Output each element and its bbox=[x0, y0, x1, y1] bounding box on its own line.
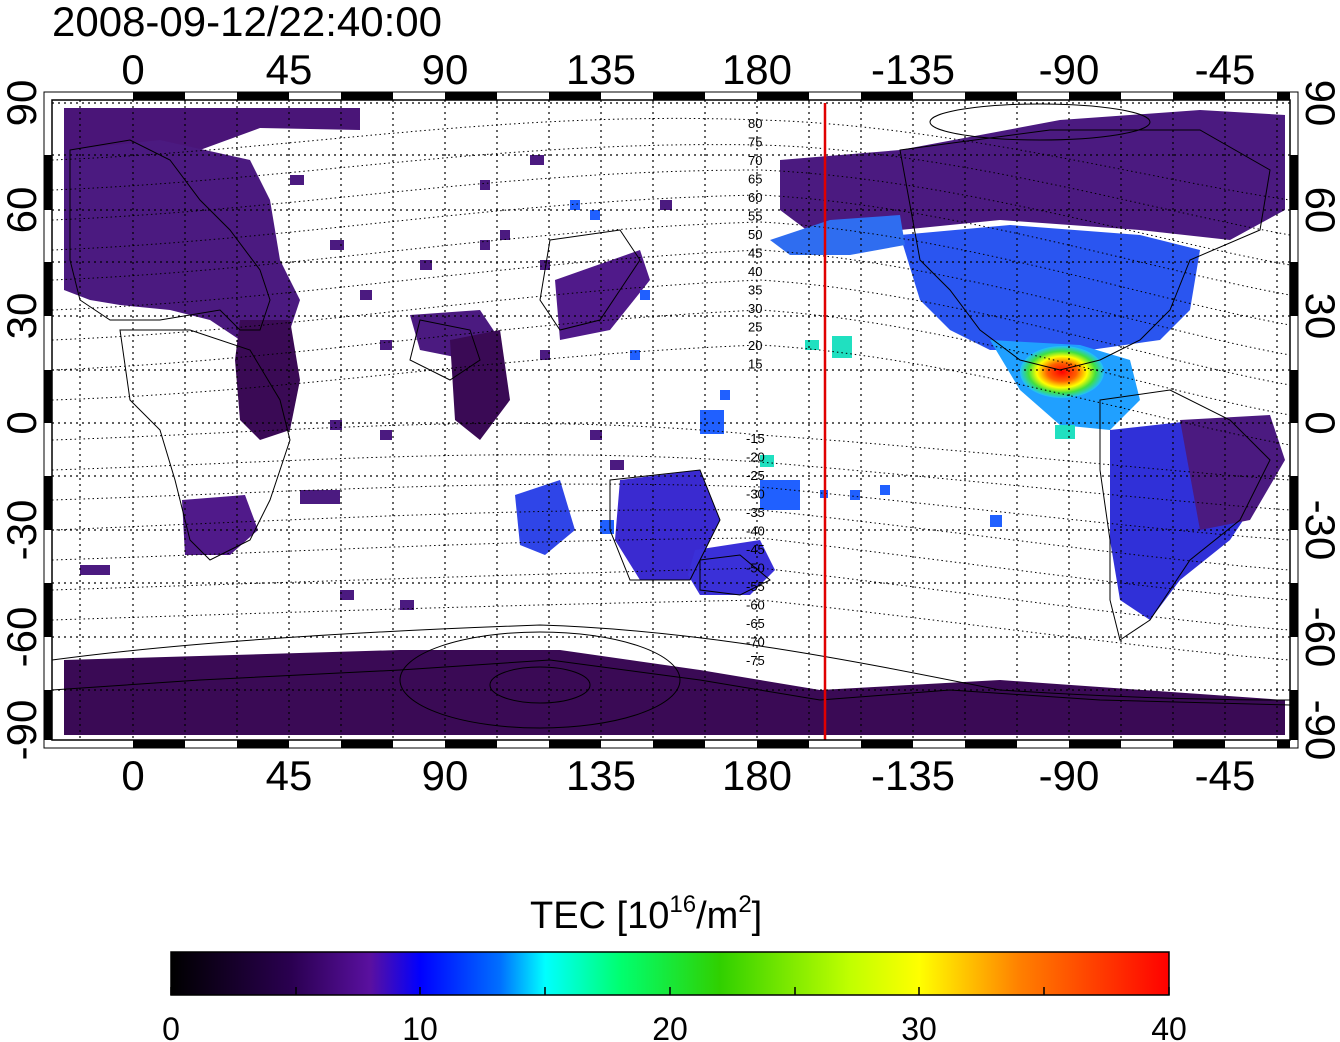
contour-label: -50 bbox=[746, 561, 765, 576]
tec-hotspot bbox=[1020, 346, 1104, 398]
contour-label: -60 bbox=[746, 598, 765, 613]
colorbar-tick-marks bbox=[170, 987, 1170, 995]
tec-region-pacific-islands bbox=[515, 480, 575, 555]
contour-label: 40 bbox=[748, 264, 762, 279]
contour-label: 45 bbox=[748, 246, 762, 261]
lon-tick-bottom: -45 bbox=[1195, 752, 1256, 799]
contour-label: 35 bbox=[748, 283, 762, 298]
lat-tick-right: -60 bbox=[1297, 607, 1340, 668]
lon-tick-top: -90 bbox=[1039, 46, 1100, 93]
lat-tick-left: -30 bbox=[0, 500, 45, 561]
tec-region-east-asia bbox=[555, 250, 650, 340]
lat-tick-right: -90 bbox=[1297, 700, 1340, 761]
colorbar: 0 10 20 30 40 bbox=[162, 951, 1187, 1042]
contour-label: -70 bbox=[746, 635, 765, 650]
contour-label: 70 bbox=[748, 153, 762, 168]
colorbar-tick-label: 20 bbox=[652, 1011, 688, 1042]
lat-tick-left: 30 bbox=[0, 293, 45, 340]
lon-axis-bottom: 0 45 90 135 180 -135 -90 -45 bbox=[121, 752, 1255, 799]
tec-region-canada bbox=[780, 110, 1285, 240]
map-panel: 80 75 70 65 60 55 50 45 40 35 30 25 20 15 -15 -20 -25 -3… bbox=[43, 91, 1299, 749]
tec-region-usa bbox=[900, 225, 1200, 350]
lon-tick-top: 135 bbox=[566, 46, 636, 93]
tec-region-arctic bbox=[64, 108, 360, 150]
contour-label: -15 bbox=[746, 431, 765, 446]
colorbar-title: TEC [1016/m2] bbox=[530, 891, 762, 937]
contour-label: 20 bbox=[748, 338, 762, 353]
lat-tick-left: 60 bbox=[0, 187, 45, 234]
contour-label: -45 bbox=[746, 542, 765, 557]
tec-region-south-africa bbox=[182, 495, 258, 555]
contour-label: -20 bbox=[746, 450, 765, 465]
lon-tick-top: 180 bbox=[722, 46, 792, 93]
contour-labels-north: 80 75 70 65 60 55 50 45 40 35 30 25 20 15 bbox=[748, 116, 762, 372]
map-title: 2008-09-12/22:40:00 bbox=[52, 0, 442, 45]
lat-tick-right: 60 bbox=[1297, 187, 1340, 234]
contour-labels-south: -15 -20 -25 -30 -35 -40 -45 -50 -55 -60 -65 -70 -75 bbox=[746, 431, 765, 668]
lon-tick-bottom: 180 bbox=[722, 752, 792, 799]
lon-tick-bottom: 90 bbox=[422, 752, 469, 799]
tec-region-south-america-east bbox=[1180, 415, 1285, 530]
contour-label: -30 bbox=[746, 487, 765, 502]
tec-region-australia bbox=[615, 470, 720, 580]
lon-tick-bottom: -90 bbox=[1039, 752, 1100, 799]
lat-tick-left: -60 bbox=[0, 607, 45, 668]
lon-axis-top: 0 45 90 135 180 -135 -90 -45 bbox=[121, 46, 1255, 93]
lon-tick-top: 45 bbox=[266, 46, 313, 93]
tec-region-maritime bbox=[450, 330, 510, 440]
tec-region-alaska-arc bbox=[770, 215, 905, 255]
lat-tick-left: 90 bbox=[0, 80, 45, 127]
lat-axis-left: 90 60 30 0 -30 -60 -90 bbox=[0, 80, 45, 761]
lat-tick-right: 90 bbox=[1297, 80, 1340, 127]
contour-label: 75 bbox=[748, 135, 762, 150]
contour-label: -55 bbox=[746, 579, 765, 594]
contour-label: 60 bbox=[748, 190, 762, 205]
contour-label: -65 bbox=[746, 616, 765, 631]
colorbar-tick-label: 0 bbox=[162, 1011, 180, 1042]
lon-tick-bottom: 45 bbox=[266, 752, 313, 799]
contour-label: 65 bbox=[748, 172, 762, 187]
contour-label: 15 bbox=[748, 357, 762, 372]
lon-tick-bottom: 0 bbox=[121, 752, 144, 799]
lon-tick-bottom: 135 bbox=[566, 752, 636, 799]
map-grid bbox=[52, 100, 1290, 740]
lat-tick-left: 0 bbox=[0, 411, 45, 434]
contour-label: 30 bbox=[748, 301, 762, 316]
polar-contours bbox=[52, 103, 1290, 729]
colorbar-tick-labels: 0 10 20 30 40 bbox=[162, 1011, 1187, 1042]
contour-label: 55 bbox=[748, 209, 762, 224]
colorbar-tick-label: 10 bbox=[402, 1011, 438, 1042]
coastlines bbox=[52, 129, 1290, 706]
frame-ticks bbox=[44, 92, 1298, 748]
lat-axis-right: 90 60 30 0 -30 -60 -90 bbox=[1297, 80, 1340, 761]
lon-tick-bottom: -135 bbox=[871, 752, 955, 799]
contour-label: -35 bbox=[746, 505, 765, 520]
contour-label: -75 bbox=[746, 653, 765, 668]
tec-scatter-pixels bbox=[80, 155, 672, 610]
lat-tick-right: 30 bbox=[1297, 293, 1340, 340]
lat-tick-left: -90 bbox=[0, 700, 45, 761]
colorbar-tick-label: 40 bbox=[1151, 1011, 1187, 1042]
lon-tick-top: -135 bbox=[871, 46, 955, 93]
colorbar-tick-label: 30 bbox=[901, 1011, 937, 1042]
lon-tick-top: 90 bbox=[422, 46, 469, 93]
lat-tick-right: 0 bbox=[1297, 411, 1340, 434]
lon-tick-top: -45 bbox=[1195, 46, 1256, 93]
lon-tick-top: 0 bbox=[121, 46, 144, 93]
lat-tick-right: -30 bbox=[1297, 500, 1340, 561]
tec-region-nz bbox=[688, 540, 775, 595]
contour-label: 80 bbox=[748, 116, 762, 131]
contour-label: -40 bbox=[746, 524, 765, 539]
contour-label: -25 bbox=[746, 468, 765, 483]
contour-label: 25 bbox=[748, 320, 762, 335]
tec-data-layer bbox=[64, 108, 1285, 735]
contour-label: 50 bbox=[748, 227, 762, 242]
magnetic-contours bbox=[52, 117, 1290, 661]
